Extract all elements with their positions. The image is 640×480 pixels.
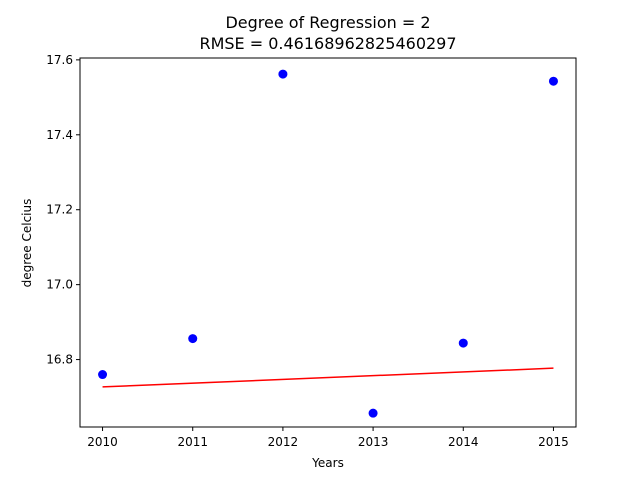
data-point [458, 338, 468, 348]
data-point [188, 334, 198, 344]
y-tick-label: 17.0 [46, 278, 73, 292]
x-tick-label: 2010 [87, 435, 118, 449]
chart-title-line2: RMSE = 0.46168962825460297 [199, 34, 456, 53]
y-tick-label: 16.8 [46, 353, 73, 367]
data-point [548, 76, 558, 86]
data-point [278, 69, 288, 79]
regression-line [102, 367, 554, 388]
x-axis-label: Years [311, 456, 344, 470]
y-tick-label: 17.2 [46, 203, 73, 217]
y-tick-label: 17.4 [46, 128, 73, 142]
y-axis: 16.8 17.0 17.2 17.4 17.6 [46, 53, 80, 367]
x-tick-label: 2014 [448, 435, 479, 449]
y-axis-label: degree Celcius [20, 199, 34, 288]
x-axis: 2010 2011 2012 2013 2014 2015 [87, 427, 569, 449]
x-tick-label: 2015 [538, 435, 569, 449]
x-tick-label: 2011 [177, 435, 208, 449]
plot-area [98, 69, 558, 418]
data-point [368, 408, 378, 418]
data-point [98, 370, 108, 380]
chart-title-line1: Degree of Regression = 2 [225, 13, 430, 32]
y-tick-label: 17.6 [46, 53, 73, 67]
axes-frame [79, 57, 577, 428]
x-tick-label: 2012 [268, 435, 299, 449]
x-tick-label: 2013 [358, 435, 389, 449]
